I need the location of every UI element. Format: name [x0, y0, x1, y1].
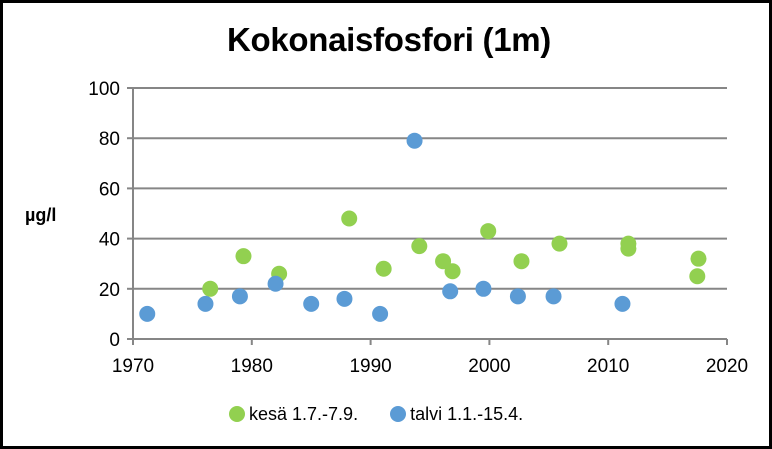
x-tick-label: 1990 [349, 356, 391, 377]
x-tick-label: 1970 [112, 356, 154, 377]
y-tick-label: 80 [99, 129, 120, 150]
legend-marker-blue-icon [390, 406, 407, 422]
data-point [475, 280, 492, 297]
y-tick-label: 100 [88, 79, 120, 100]
data-points [139, 132, 707, 322]
legend-label: kesä 1.7.-7.9. [249, 403, 359, 424]
data-point [336, 290, 353, 307]
y-axis-label: µg/l [25, 205, 57, 225]
data-point [551, 235, 568, 252]
gridlines [133, 87, 727, 290]
y-tick-label: 20 [99, 280, 120, 301]
data-point [513, 253, 530, 270]
data-point [435, 253, 452, 270]
data-point [545, 288, 562, 305]
y-tick-label: 40 [99, 230, 120, 251]
legend-item-talvi: talvi 1.1.-15.4. [390, 404, 523, 425]
data-point [375, 260, 392, 277]
x-tick-label: 2020 [706, 356, 748, 377]
data-point [406, 132, 423, 149]
y-tick-label: 60 [99, 179, 120, 200]
data-point [267, 275, 284, 292]
legend-item-kesa: kesä 1.7.-7.9. [229, 404, 358, 425]
y-tick-label: 0 [109, 330, 120, 351]
y-tick-labels: 0 20 40 60 80 100 [88, 79, 120, 351]
data-point [341, 210, 358, 227]
data-point [303, 295, 320, 312]
data-point [620, 240, 637, 257]
data-point [231, 288, 248, 305]
data-point [139, 305, 156, 322]
legend-marker-green-icon [229, 406, 245, 422]
data-point [689, 268, 706, 285]
data-point [442, 283, 459, 300]
chart-title: Kokonaisfosfori (1m) [226, 21, 552, 58]
x-tick-label: 1980 [231, 356, 273, 377]
data-point [444, 263, 461, 280]
data-point [614, 295, 631, 312]
data-point [202, 280, 219, 297]
axes [127, 87, 728, 345]
data-point [235, 248, 252, 265]
data-point [509, 288, 526, 305]
data-point [411, 238, 428, 255]
legend: kesä 1.7.-7.9. talvi 1.1.-15.4. [229, 402, 555, 426]
data-point [690, 250, 707, 267]
legend-label: talvi 1.1.-15.4. [410, 403, 524, 424]
x-tick-label: 2000 [468, 356, 510, 377]
data-point [197, 295, 214, 312]
data-point [480, 223, 497, 240]
x-tick-label: 2010 [587, 356, 629, 377]
x-tick-labels: 1970 1980 1990 2000 2010 2020 [112, 356, 748, 377]
data-point [372, 305, 389, 322]
